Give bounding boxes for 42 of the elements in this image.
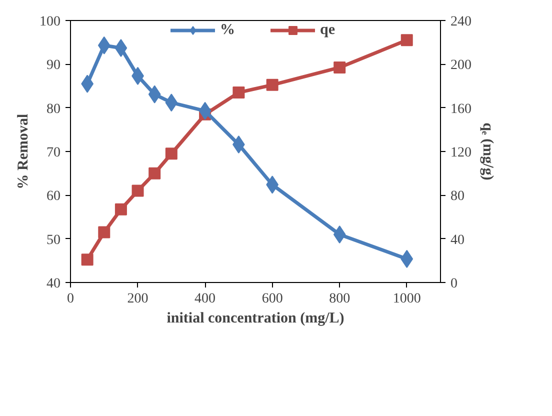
- y2-tick-label: 80: [450, 189, 464, 204]
- point: [400, 34, 413, 46]
- point: [165, 94, 178, 112]
- y-tick-label: 80: [46, 102, 60, 117]
- y-tick-label: 70: [46, 146, 60, 160]
- x-tick-label: 0: [67, 292, 74, 306]
- point: [333, 225, 346, 244]
- y2-tick-label: 40: [450, 232, 464, 248]
- y-tick-label: 90: [46, 58, 60, 74]
- point: [334, 61, 346, 74]
- y2-tick-label: 160: [450, 102, 472, 117]
- x-tick-label: 600: [262, 292, 283, 306]
- y2-axis-title: qₑ (mg/g): [480, 122, 496, 180]
- point: [98, 36, 110, 54]
- point: [165, 148, 178, 160]
- x-tick-label: 1000: [392, 292, 421, 306]
- point: [114, 39, 128, 58]
- point: [400, 250, 414, 268]
- x-tick-label: 400: [194, 292, 216, 306]
- y-tick-label: 40: [46, 276, 60, 292]
- legend-label: %: [220, 22, 236, 38]
- point: [232, 86, 245, 99]
- y2-tick-label: 0: [450, 276, 458, 292]
- y-axis-title: % Removal: [16, 114, 32, 190]
- point: [114, 203, 127, 216]
- point: [81, 254, 94, 266]
- point: [148, 167, 161, 180]
- point: [266, 78, 278, 91]
- y2-tick-label: 240: [450, 14, 472, 30]
- point: [98, 226, 110, 238]
- x-axis-title: initial concentration (mg/L): [166, 310, 344, 326]
- legend-label: qe: [320, 22, 336, 38]
- y-tick-label: 60: [46, 189, 60, 204]
- y-tick-label: 100: [40, 14, 60, 30]
- y2-tick-label: 120: [450, 146, 472, 160]
- point: [148, 85, 161, 104]
- y-tick-label: 50: [46, 232, 60, 248]
- y2-tick-label: 200: [450, 58, 472, 74]
- x-tick-label: 800: [329, 292, 350, 306]
- point: [132, 184, 144, 197]
- x-tick-label: 200: [127, 292, 148, 306]
- point: [198, 102, 212, 120]
